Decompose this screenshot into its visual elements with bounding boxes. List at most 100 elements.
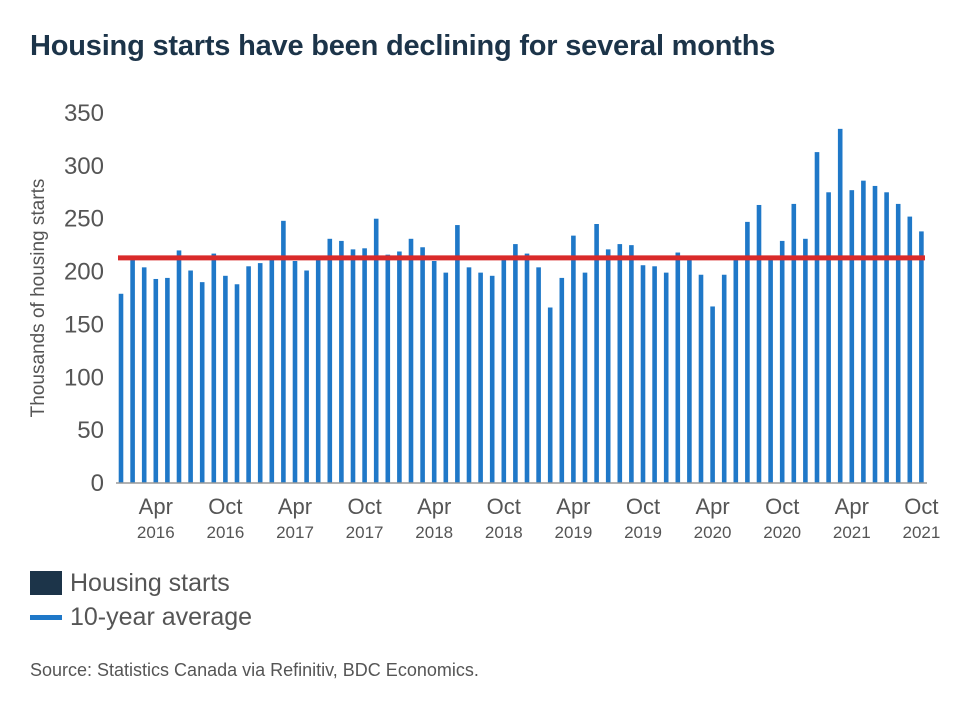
housing-starts-bar <box>779 240 785 483</box>
x-tick-year: 2020 <box>763 523 801 542</box>
y-tick-label: 300 <box>64 153 104 180</box>
legend-label-housing-starts: Housing starts <box>70 568 230 597</box>
legend: Housing starts 10-year average <box>30 566 252 634</box>
chart-title: Housing starts have been declining for s… <box>30 30 776 62</box>
housing-starts-bar <box>153 278 159 483</box>
x-tick-month: Apr <box>278 494 312 519</box>
x-tick-month: Oct <box>626 494 660 519</box>
housing-starts-bar <box>466 267 472 483</box>
housing-starts-bar <box>385 254 391 483</box>
housing-starts-bar <box>872 185 878 483</box>
housing-starts-bar <box>373 218 379 483</box>
y-tick-label: 100 <box>64 364 104 391</box>
legend-item-ten-year-average: 10-year average <box>30 600 252 634</box>
housing-starts-bar <box>176 250 182 483</box>
y-tick-label: 250 <box>64 206 104 233</box>
x-tick-year: 2019 <box>554 523 592 542</box>
source-note: Source: Statistics Canada via Refinitiv,… <box>30 660 479 680</box>
housing-starts-bar <box>199 282 205 483</box>
y-tick-labels: 0 50 100 150 200 250 300 350 <box>64 100 104 497</box>
housing-starts-bar <box>721 274 727 483</box>
housing-starts-bar <box>141 267 147 483</box>
housing-starts-bar <box>455 225 460 483</box>
housing-starts-bar <box>559 277 565 483</box>
legend-item-housing-starts: Housing starts <box>30 566 252 600</box>
x-tick-year: 2017 <box>276 523 314 542</box>
housing-starts-bar <box>478 272 483 483</box>
housing-starts-bar <box>640 265 646 483</box>
x-tick-month: Oct <box>347 494 381 519</box>
y-tick-label: 150 <box>64 311 104 338</box>
housing-starts-bar <box>849 190 855 484</box>
x-tick-month: Oct <box>208 494 242 519</box>
housing-starts-bar <box>292 261 298 483</box>
x-tick-year: 2017 <box>346 523 384 542</box>
x-tick-month: Apr <box>695 494 729 519</box>
housing-starts-bar <box>130 256 135 483</box>
bar-series <box>118 128 924 484</box>
y-tick-label: 0 <box>91 470 104 497</box>
housing-starts-bar <box>118 293 124 483</box>
y-tick-label: 350 <box>64 100 104 127</box>
housing-starts-bar <box>304 270 309 483</box>
x-tick-year: 2020 <box>694 523 732 542</box>
housing-starts-bar <box>907 216 913 483</box>
housing-starts-bar <box>791 203 797 483</box>
housing-starts-bar <box>536 267 541 483</box>
housing-starts-bar <box>803 238 808 483</box>
housing-starts-bar <box>675 252 681 483</box>
x-tick-year: 2021 <box>833 523 871 542</box>
housing-starts-bar <box>420 247 425 483</box>
x-tick-year: 2018 <box>485 523 523 542</box>
housing-starts-bar <box>571 235 576 483</box>
housing-starts-bar <box>408 238 414 483</box>
housing-starts-bar <box>223 275 228 483</box>
housing-starts-bar <box>768 256 773 483</box>
y-tick-label: 200 <box>64 259 104 286</box>
housing-starts-bar <box>327 238 333 483</box>
housing-starts-bar <box>837 128 843 484</box>
x-tick-year: 2016 <box>206 523 244 542</box>
housing-starts-bar <box>234 284 240 483</box>
housing-starts-bar <box>246 266 251 483</box>
y-tick-label: 50 <box>77 417 104 444</box>
housing-starts-bar <box>745 221 750 483</box>
x-tick-labels: Apr 2016 Oct 2016 Apr 2017 Oct 2017 Apr 2018 Oct 20… <box>137 494 940 542</box>
housing-starts-bar <box>350 249 356 483</box>
housing-starts-bar <box>188 270 193 483</box>
y-axis-label-group: Thousands of housing starts <box>28 179 49 418</box>
y-axis-label: Thousands of housing starts <box>28 179 49 418</box>
housing-starts-bar <box>756 204 762 483</box>
housing-starts-bar <box>315 258 321 483</box>
x-tick-month: Apr <box>417 494 451 519</box>
x-tick-month: Apr <box>139 494 173 519</box>
housing-starts-bar <box>605 249 611 483</box>
housing-starts-bar <box>861 180 866 483</box>
chart-plot: Thousands of housing starts 0 50 100 150 200… <box>28 100 940 542</box>
housing-starts-bar <box>919 231 924 483</box>
housing-starts-bar <box>710 306 715 483</box>
housing-starts-bar <box>257 263 263 483</box>
housing-starts-bar <box>547 307 553 483</box>
housing-starts-bar <box>594 224 599 483</box>
housing-starts-bar <box>443 272 449 483</box>
legend-swatch-box <box>30 571 62 595</box>
housing-starts-bar <box>698 274 704 483</box>
housing-starts-bar <box>489 275 495 483</box>
housing-starts-bar <box>339 240 344 483</box>
housing-starts-bar <box>281 220 286 483</box>
housing-starts-bar <box>362 248 367 483</box>
housing-starts-bar <box>687 257 692 483</box>
x-tick-year: 2016 <box>137 523 175 542</box>
x-tick-month: Oct <box>487 494 521 519</box>
housing-starts-bar <box>629 245 634 483</box>
housing-starts-bar <box>895 203 901 483</box>
x-tick-year: 2021 <box>902 523 940 542</box>
housing-starts-bar <box>814 152 820 484</box>
x-tick-month: Apr <box>835 494 869 519</box>
x-tick-month: Apr <box>556 494 590 519</box>
legend-label-ten-year-average: 10-year average <box>70 602 253 631</box>
housing-starts-bar <box>652 266 657 483</box>
housing-starts-bar <box>617 244 623 483</box>
housing-starts-bar <box>582 272 588 483</box>
